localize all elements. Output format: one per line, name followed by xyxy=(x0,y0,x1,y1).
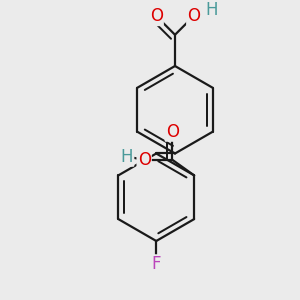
Text: O: O xyxy=(187,7,200,25)
Text: F: F xyxy=(152,255,161,273)
Text: H: H xyxy=(205,1,218,19)
Text: O: O xyxy=(150,7,163,25)
Text: O: O xyxy=(138,151,151,169)
Text: H: H xyxy=(121,148,133,166)
Text: O: O xyxy=(166,123,179,141)
